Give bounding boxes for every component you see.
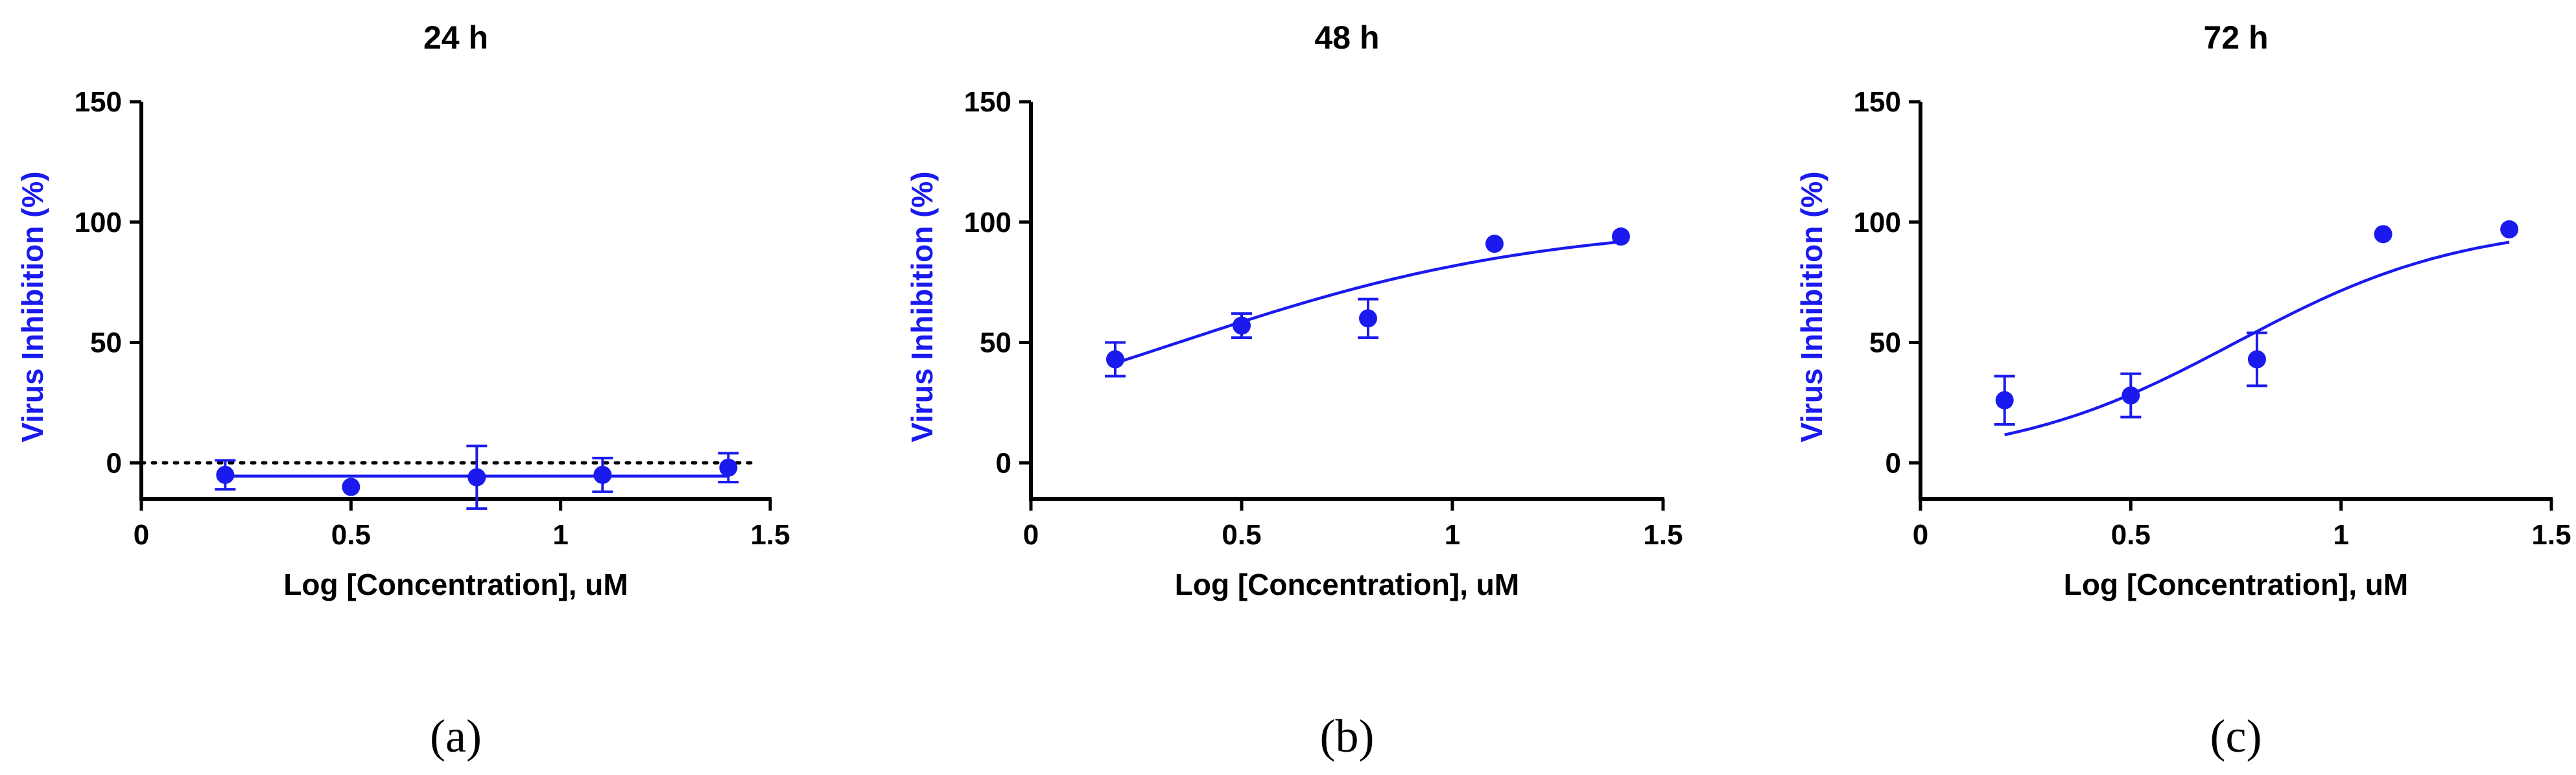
y-axis-label: Virus Inhibition (%) bbox=[1795, 171, 1828, 442]
x-axis-label: Log [Concentration], uM bbox=[2064, 568, 2408, 601]
y-tick-label: 150 bbox=[964, 86, 1011, 118]
panel-title: 48 h bbox=[1314, 19, 1379, 56]
data-point bbox=[1106, 350, 1124, 369]
data-point bbox=[216, 465, 235, 484]
panel-title: 72 h bbox=[2203, 19, 2268, 56]
data-point bbox=[1995, 391, 2014, 410]
panel-caption: (c) bbox=[2210, 710, 2262, 762]
data-point bbox=[342, 478, 360, 496]
x-tick-label: 0 bbox=[134, 519, 149, 551]
x-tick-label: 1.5 bbox=[750, 519, 790, 551]
data-point bbox=[2374, 225, 2393, 244]
data-point bbox=[2500, 220, 2519, 238]
y-tick-label: 100 bbox=[964, 207, 1011, 238]
y-tick-label: 100 bbox=[75, 207, 122, 238]
y-axis-label: Virus Inhibition (%) bbox=[16, 171, 49, 442]
y-tick-label: 150 bbox=[75, 86, 122, 118]
panel-title: 24 h bbox=[423, 19, 488, 56]
y-tick-label: 150 bbox=[1854, 86, 1901, 118]
y-tick-label: 50 bbox=[1869, 327, 1901, 359]
data-point bbox=[1485, 235, 1504, 253]
x-axis-label: Log [Concentration], uM bbox=[1175, 568, 1519, 601]
data-point bbox=[1359, 309, 1377, 328]
data-point bbox=[467, 468, 486, 487]
y-tick-label: 0 bbox=[996, 447, 1011, 479]
fit-curve bbox=[2004, 240, 2510, 437]
y-tick-label: 50 bbox=[90, 327, 122, 359]
data-point bbox=[1612, 227, 1630, 246]
data-point bbox=[593, 465, 612, 484]
fit-curve bbox=[1115, 240, 1622, 365]
panel-caption: (a) bbox=[430, 710, 482, 762]
y-tick-label: 50 bbox=[980, 327, 1011, 359]
data-point bbox=[719, 458, 738, 477]
data-point bbox=[2247, 350, 2266, 369]
x-tick-label: 0.5 bbox=[331, 519, 371, 551]
panel-a: 24 h 0 50 100 150 0 0.5 1 1.5 Log [Concentration]… bbox=[16, 19, 790, 762]
x-tick-label: 1.5 bbox=[2531, 519, 2571, 551]
data-point bbox=[2121, 386, 2140, 405]
x-tick-label: 1 bbox=[1445, 519, 1460, 551]
x-tick-label: 0 bbox=[1023, 519, 1039, 551]
y-tick-label: 0 bbox=[1885, 447, 1901, 479]
y-tick-label: 0 bbox=[106, 447, 122, 479]
x-tick-label: 1 bbox=[552, 519, 568, 551]
panel-b: 48 h 0 50 100 150 0 0.5 1 1.5 Log [Concentration]… bbox=[905, 19, 1683, 762]
x-tick-label: 1 bbox=[2333, 519, 2348, 551]
data-point bbox=[1233, 316, 1251, 335]
x-tick-label: 0 bbox=[1913, 519, 1928, 551]
y-tick-label: 100 bbox=[1854, 207, 1901, 238]
y-axis-label: Virus Inhibition (%) bbox=[905, 171, 939, 442]
panel-c: 72 h 0 50 100 150 0 0.5 1 1.5 Log [Concentration]… bbox=[1795, 19, 2571, 762]
x-tick-label: 1.5 bbox=[1643, 519, 1683, 551]
x-tick-label: 0.5 bbox=[2111, 519, 2151, 551]
panel-caption: (b) bbox=[1320, 710, 1375, 762]
x-tick-label: 0.5 bbox=[1222, 519, 1261, 551]
x-axis-label: Log [Concentration], uM bbox=[283, 568, 628, 601]
